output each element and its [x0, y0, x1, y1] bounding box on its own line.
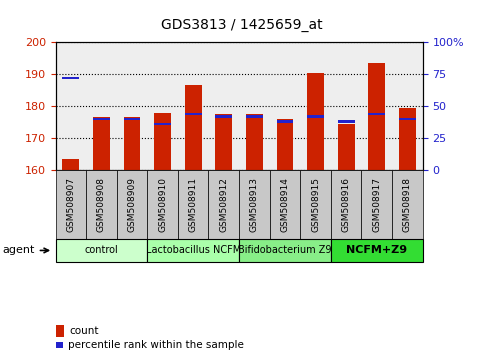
Text: agent: agent	[2, 245, 48, 256]
Bar	[147, 239, 239, 262]
Bar	[331, 239, 423, 262]
Text: Bifidobacterium Z9: Bifidobacterium Z9	[238, 245, 332, 256]
Bar	[239, 170, 270, 239]
Bar	[277, 120, 293, 123]
Text: GSM508908: GSM508908	[97, 177, 106, 232]
Text: GSM508917: GSM508917	[372, 177, 381, 232]
Bar	[369, 63, 385, 170]
Bar	[62, 159, 79, 170]
Bar	[307, 73, 324, 170]
Bar	[62, 77, 79, 79]
Bar	[117, 170, 147, 239]
Text: GSM508907: GSM508907	[66, 177, 75, 232]
Text: Lactobacillus NCFM: Lactobacillus NCFM	[145, 245, 241, 256]
Bar	[392, 170, 423, 239]
Bar	[56, 325, 64, 337]
Bar	[185, 85, 201, 170]
Bar	[399, 118, 416, 120]
Text: NCFM+Z9: NCFM+Z9	[346, 245, 407, 256]
Text: GSM508910: GSM508910	[158, 177, 167, 232]
Bar	[124, 117, 141, 170]
Text: GSM508916: GSM508916	[341, 177, 351, 232]
Text: GSM508914: GSM508914	[281, 177, 289, 232]
Bar	[86, 170, 117, 239]
Bar	[93, 118, 110, 120]
Bar	[277, 119, 293, 170]
Bar	[246, 114, 263, 170]
Bar	[338, 124, 355, 170]
Text: GSM508912: GSM508912	[219, 177, 228, 232]
Bar	[307, 115, 324, 118]
Bar	[209, 170, 239, 239]
Bar	[270, 170, 300, 239]
Bar	[361, 170, 392, 239]
Bar	[178, 170, 209, 239]
Bar	[56, 170, 86, 239]
Text: GSM508911: GSM508911	[189, 177, 198, 232]
Bar	[56, 342, 63, 348]
Bar	[154, 123, 171, 125]
Bar	[215, 114, 232, 170]
Text: GSM508915: GSM508915	[311, 177, 320, 232]
Bar	[93, 117, 110, 170]
Text: GSM508918: GSM508918	[403, 177, 412, 232]
Bar	[185, 113, 201, 115]
Bar	[399, 108, 416, 170]
Text: GSM508909: GSM508909	[128, 177, 137, 232]
Bar	[124, 118, 141, 120]
Bar	[246, 115, 263, 118]
Bar	[56, 239, 147, 262]
Bar	[331, 170, 361, 239]
Text: percentile rank within the sample: percentile rank within the sample	[68, 340, 244, 350]
Bar	[215, 115, 232, 118]
Text: control: control	[85, 245, 118, 256]
Bar	[154, 113, 171, 170]
Bar	[300, 170, 331, 239]
Bar	[239, 239, 331, 262]
Bar	[369, 113, 385, 115]
Bar	[147, 170, 178, 239]
Text: GSM508913: GSM508913	[250, 177, 259, 232]
Text: count: count	[69, 326, 99, 336]
Text: GDS3813 / 1425659_at: GDS3813 / 1425659_at	[161, 18, 322, 32]
Bar	[338, 120, 355, 123]
